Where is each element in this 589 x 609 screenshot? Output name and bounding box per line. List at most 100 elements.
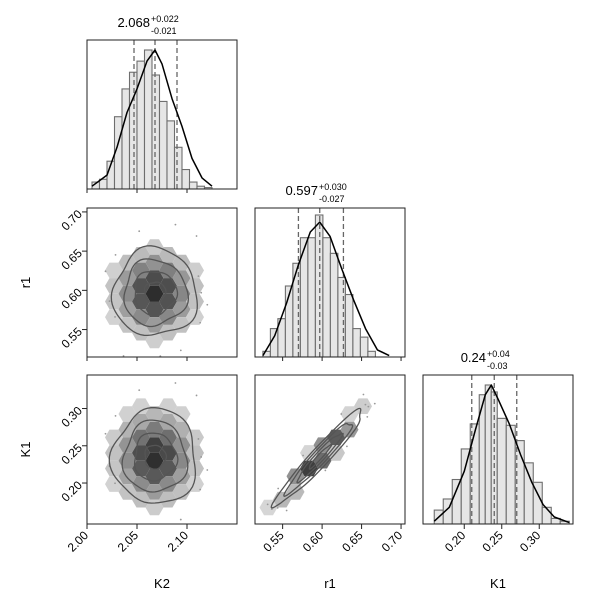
contour-line bbox=[144, 444, 168, 470]
kde-curve bbox=[91, 49, 213, 187]
contour-line bbox=[133, 432, 179, 482]
hexbin-cell bbox=[118, 317, 137, 333]
hexbin-cell bbox=[327, 429, 345, 446]
hexbin-cell bbox=[159, 414, 177, 430]
error-minus: -0.027 bbox=[319, 194, 345, 204]
hexbin-cell bbox=[172, 484, 191, 500]
y-tick-label: 0.20 bbox=[59, 478, 86, 505]
sample-point bbox=[266, 503, 269, 506]
hexbin-cell bbox=[159, 247, 177, 263]
hexbin-cell bbox=[340, 421, 359, 438]
x-tick-label: 2.05 bbox=[115, 528, 142, 555]
hexbin-cell bbox=[105, 293, 123, 310]
error-minus: -0.021 bbox=[151, 26, 177, 36]
panel-frame bbox=[254, 207, 406, 358]
histogram-bar bbox=[496, 417, 507, 524]
hexbin-cell bbox=[172, 301, 191, 318]
panel-frame bbox=[254, 374, 406, 525]
sample-point bbox=[195, 235, 198, 237]
hexbin-cell bbox=[159, 476, 177, 492]
histogram-bar bbox=[523, 462, 534, 524]
histogram-bar bbox=[203, 187, 213, 189]
kde-curve bbox=[262, 221, 390, 357]
contour-line bbox=[110, 245, 198, 337]
hexbin-cell bbox=[118, 270, 137, 286]
x-tick-label: 0.65 bbox=[339, 528, 366, 555]
sample-point bbox=[200, 456, 203, 458]
hexbin-cell bbox=[132, 262, 150, 279]
histogram-bar bbox=[158, 100, 168, 189]
sample-point bbox=[366, 415, 369, 418]
sample-point bbox=[276, 506, 279, 509]
y-tick-label: 0.70 bbox=[59, 207, 86, 234]
hexbin-cell bbox=[186, 445, 204, 461]
histogram-bar bbox=[307, 237, 316, 357]
diag-panel-K1: 0.24 +0.04 -0.03 bbox=[422, 349, 574, 525]
histogram-bar bbox=[505, 424, 516, 524]
histogram-bar bbox=[181, 168, 191, 189]
hexbin-cell bbox=[354, 398, 372, 414]
sample-point bbox=[114, 316, 116, 318]
sample-point bbox=[206, 469, 209, 471]
hexbin-cell bbox=[145, 317, 164, 333]
hexbin-cell bbox=[172, 406, 191, 422]
hexbin-cell bbox=[118, 437, 137, 453]
histogram-bar bbox=[337, 276, 346, 357]
histogram-bar bbox=[173, 146, 183, 189]
panel-frame bbox=[86, 207, 238, 358]
contour-line bbox=[134, 271, 179, 317]
sample-point bbox=[270, 508, 273, 510]
y-tick-label: 0.55 bbox=[59, 324, 86, 351]
sample-point bbox=[138, 389, 141, 392]
hexbin-cell bbox=[186, 262, 204, 279]
hexbin-cell bbox=[118, 285, 137, 302]
error-plus: +0.030 bbox=[319, 182, 347, 192]
histogram-bar bbox=[541, 506, 552, 524]
sample-point bbox=[324, 469, 327, 472]
histogram-bar bbox=[451, 478, 462, 524]
hexbin-cell bbox=[159, 491, 177, 508]
hexbin-cell bbox=[159, 429, 177, 446]
hexbin-cell bbox=[132, 414, 150, 430]
x-tick-label: 2.00 bbox=[65, 528, 92, 555]
kde-curve bbox=[433, 384, 570, 524]
sample-point bbox=[114, 253, 117, 256]
sample-point bbox=[174, 223, 177, 226]
hexbin-cell bbox=[145, 285, 164, 302]
sample-point bbox=[277, 487, 280, 490]
error-minus: -0.03 bbox=[487, 361, 508, 371]
contour-line bbox=[123, 258, 190, 328]
histogram-bar bbox=[329, 252, 339, 357]
histogram-bar bbox=[352, 328, 361, 357]
hexbin-cell bbox=[145, 406, 164, 422]
hexbin-cell bbox=[132, 324, 150, 341]
contour-line bbox=[283, 422, 354, 498]
sample-point bbox=[206, 303, 209, 306]
error-plus: +0.022 bbox=[151, 14, 179, 24]
hexbin-cell bbox=[118, 406, 137, 422]
sample-point bbox=[179, 518, 182, 521]
panel-K2-r1 bbox=[86, 207, 238, 358]
x-axis-label: K2 bbox=[154, 576, 170, 591]
y-tick-label: 0.25 bbox=[59, 441, 86, 468]
hexbin-cell bbox=[186, 293, 204, 310]
hexbin-cell bbox=[132, 398, 150, 414]
histogram-bar bbox=[359, 336, 369, 357]
contour-line bbox=[308, 443, 333, 470]
y-tick-label: 0.30 bbox=[59, 403, 86, 430]
sample-point bbox=[114, 482, 116, 485]
contour-line bbox=[296, 432, 344, 484]
posterior-value: 0.24 bbox=[461, 350, 486, 365]
hexbin-cell bbox=[172, 421, 191, 438]
histogram-bar bbox=[121, 88, 131, 189]
sample-point bbox=[340, 413, 343, 415]
hexbin-cell bbox=[186, 278, 204, 294]
error-plus: +0.04 bbox=[487, 349, 510, 359]
x-tick-label: 0.55 bbox=[260, 528, 287, 555]
hexbin-cell bbox=[132, 491, 150, 508]
sample-point bbox=[104, 270, 107, 273]
histogram-bar bbox=[151, 74, 161, 189]
sample-point bbox=[199, 488, 202, 491]
sample-point bbox=[364, 403, 367, 406]
